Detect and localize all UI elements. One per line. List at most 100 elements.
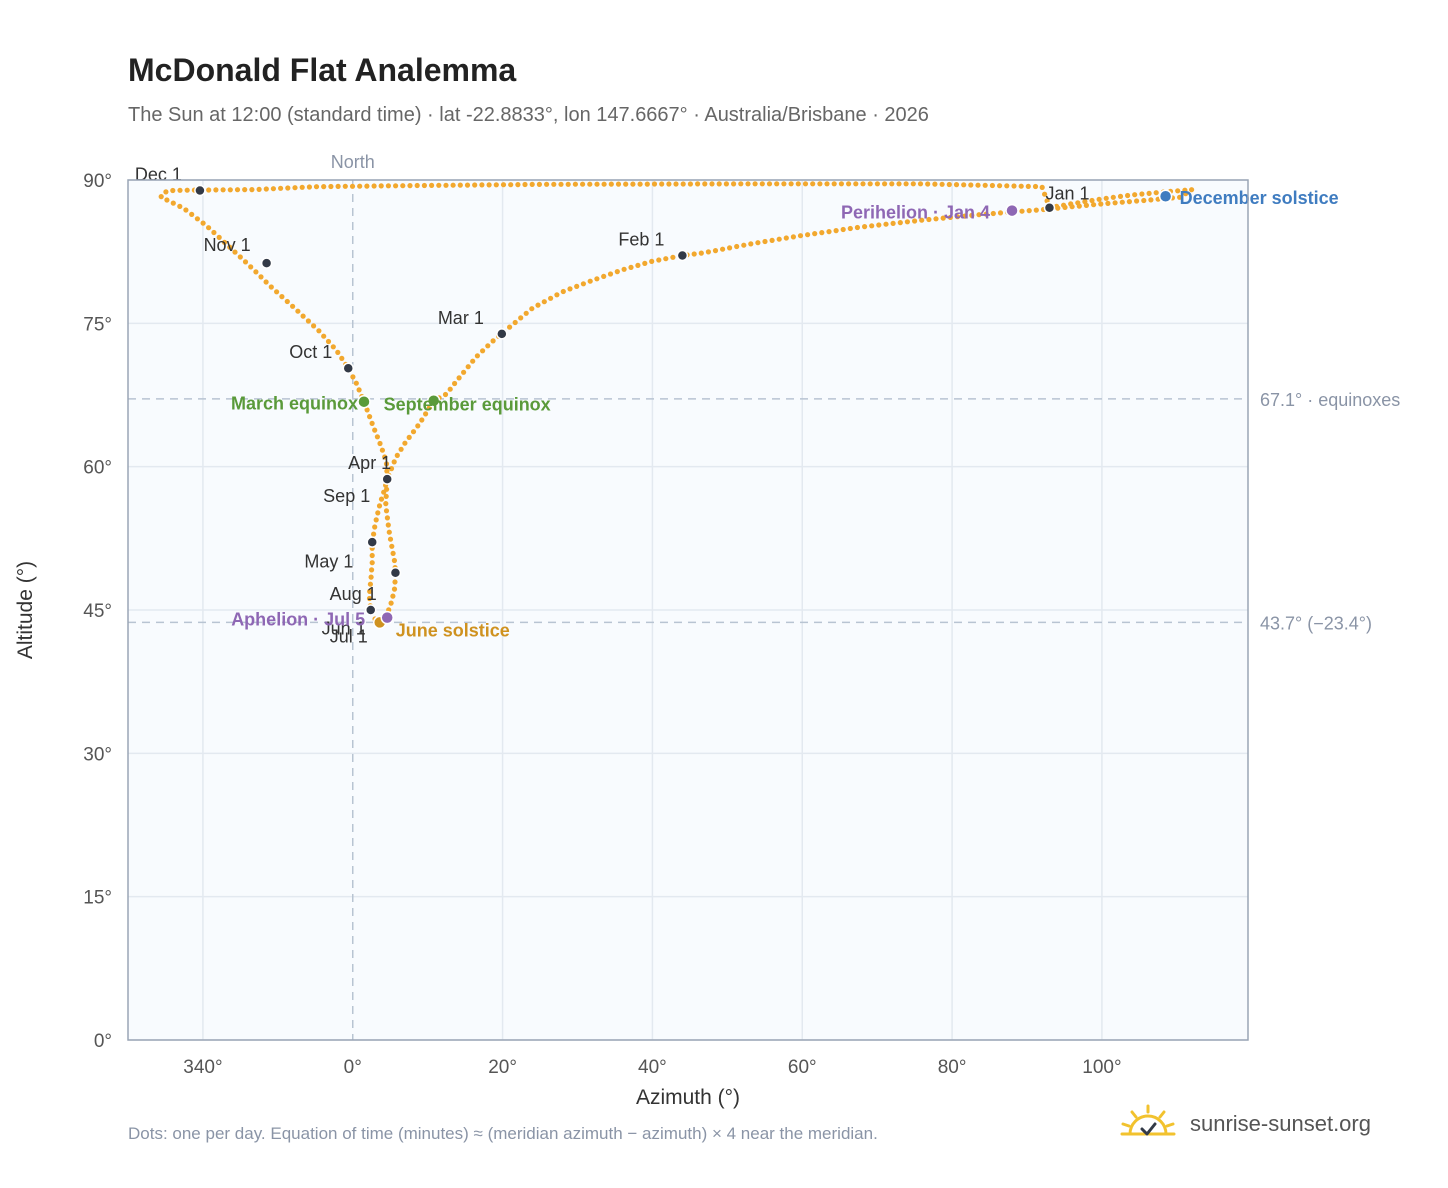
day-dot (177, 187, 183, 193)
day-dot (406, 434, 412, 440)
brand-name[interactable]: sunrise-sunset.org (1190, 1111, 1371, 1136)
day-dot (1026, 208, 1032, 214)
page-subtitle: The Sun at 12:00 (standard time) · lat -… (128, 104, 929, 126)
day-dot (249, 187, 255, 193)
day-dot (623, 181, 629, 187)
day-dot (802, 181, 809, 187)
day-dot (515, 182, 521, 188)
day-dot (601, 273, 607, 279)
day-dot (529, 306, 535, 312)
brand[interactable]: sunrise-sunset.org (1120, 1102, 1371, 1146)
day-dot (258, 274, 264, 280)
day-dot (766, 181, 773, 187)
y-tick-label: 0° (94, 1031, 112, 1052)
day-dot (383, 501, 389, 507)
day-dot (325, 338, 332, 345)
day-dot (817, 181, 823, 187)
day-dot (621, 266, 627, 272)
day-dot (522, 181, 528, 188)
day-dot (200, 220, 206, 226)
day-dot (390, 550, 396, 557)
day-dot (391, 557, 397, 564)
day-dot (350, 374, 356, 380)
day-dot (1089, 197, 1095, 204)
meridian-label: North (331, 152, 375, 172)
day-dot (594, 276, 600, 282)
day-dot (824, 181, 830, 187)
day-dot (279, 294, 285, 300)
day-dot (216, 234, 222, 240)
day-dot (423, 411, 429, 417)
day-dot (452, 380, 458, 387)
month-marker (342, 362, 355, 374)
day-dot (541, 299, 547, 305)
day-dot (1117, 193, 1124, 199)
day-dot (394, 452, 400, 458)
day-dot (300, 313, 306, 319)
day-dot (932, 181, 938, 187)
day-dot (783, 235, 789, 241)
day-dot (393, 183, 399, 189)
day-dot (666, 181, 672, 187)
month-label: Jul 1 (330, 627, 368, 647)
day-dot (904, 219, 911, 225)
day-dot (268, 284, 274, 290)
day-dot (194, 216, 200, 222)
day-dot (378, 183, 384, 189)
day-dot (776, 236, 782, 242)
day-dot (479, 182, 485, 188)
day-dot (1189, 187, 1195, 193)
day-dot (391, 586, 398, 592)
day-dot (436, 182, 442, 188)
day-dot (997, 210, 1004, 216)
month-marker (194, 184, 206, 197)
day-dot (535, 302, 541, 308)
day-dot (384, 468, 390, 474)
day-dot (925, 181, 931, 187)
day-dot (954, 214, 961, 220)
day-dot (680, 181, 686, 187)
day-dot (284, 298, 290, 305)
day-dot (889, 181, 895, 187)
day-dot (386, 529, 392, 535)
day-dot (270, 186, 276, 192)
day-dot (447, 386, 453, 392)
day-dot (388, 600, 394, 606)
day-dot (1096, 196, 1102, 202)
day-dot (1055, 205, 1061, 211)
day-dot (1103, 195, 1109, 201)
day-dot (969, 212, 975, 218)
day-dot (572, 181, 579, 187)
y-tick-label: 90° (83, 171, 112, 192)
event-label: Perihelion · Jan 4 (841, 203, 990, 223)
day-dot (731, 181, 737, 187)
day-dot (387, 536, 394, 542)
day-dot (470, 358, 476, 364)
day-dot (567, 286, 573, 292)
day-dot (339, 355, 345, 361)
day-dot (558, 181, 564, 187)
day-dot (290, 303, 296, 309)
day-dot (670, 254, 676, 260)
day-dot (183, 207, 189, 213)
day-dot (278, 185, 284, 191)
day-dot (369, 420, 375, 426)
day-dot (1098, 201, 1104, 207)
month-label: Jun 1 (322, 618, 366, 638)
day-dot (635, 262, 641, 268)
day-dot (368, 574, 374, 580)
day-dot (410, 429, 417, 435)
day-dot (853, 181, 859, 187)
day-dot (819, 230, 825, 236)
day-dot (367, 414, 373, 420)
day-dot (500, 182, 507, 188)
day-dot (164, 197, 170, 203)
day-dot (366, 595, 373, 602)
day-dot (227, 244, 233, 250)
day-dot (1119, 199, 1125, 205)
day-dot (939, 181, 945, 187)
day-dot (464, 182, 471, 188)
day-dot (976, 212, 982, 218)
day-dot (383, 461, 390, 467)
day-dot (580, 281, 587, 287)
